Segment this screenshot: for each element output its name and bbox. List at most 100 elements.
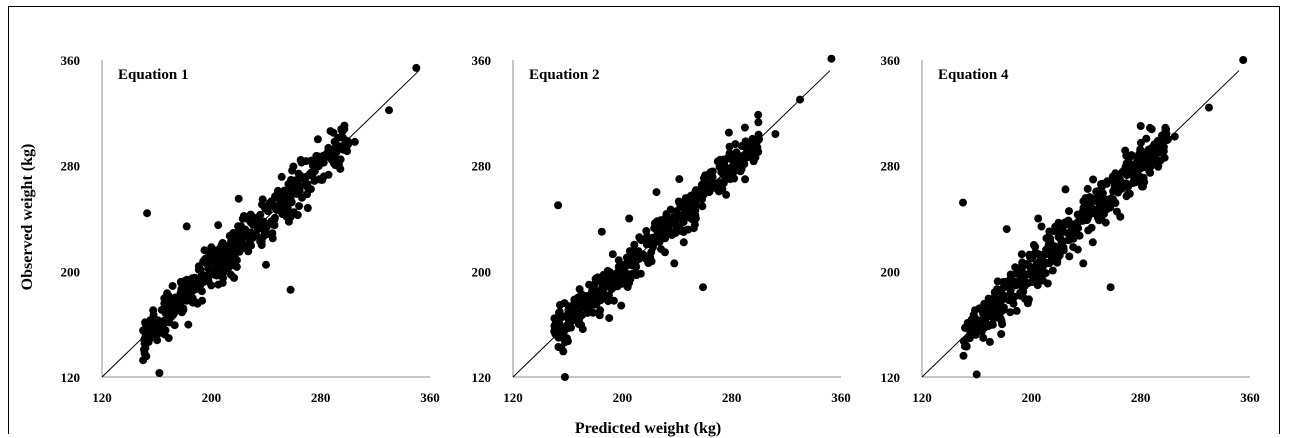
data-point xyxy=(1017,250,1026,259)
data-point xyxy=(972,315,981,324)
data-point xyxy=(159,305,168,314)
data-point xyxy=(675,199,684,207)
data-point xyxy=(691,197,700,206)
data-point xyxy=(258,195,267,204)
data-point xyxy=(1137,154,1146,163)
data-point xyxy=(630,240,639,249)
data-point xyxy=(959,198,967,207)
data-point xyxy=(188,294,197,303)
data-point xyxy=(685,202,694,211)
x-tick-label: 280 xyxy=(311,390,331,405)
x-tick-label: 360 xyxy=(1240,390,1260,405)
data-point xyxy=(988,309,996,318)
data-point xyxy=(1142,134,1151,143)
data-point xyxy=(1011,263,1020,272)
data-point xyxy=(208,257,217,266)
data-point xyxy=(1138,182,1146,191)
data-point xyxy=(1045,227,1054,236)
data-point xyxy=(200,246,209,255)
data-point xyxy=(147,327,156,336)
data-point xyxy=(1054,218,1063,227)
data-point xyxy=(333,133,342,142)
x-axis-label: Predicted weight (kg) xyxy=(575,420,721,437)
data-point xyxy=(620,263,629,272)
data-point xyxy=(683,209,692,217)
data-point xyxy=(554,201,563,210)
data-point xyxy=(149,310,158,319)
x-tick-label: 280 xyxy=(1131,390,1151,405)
data-point xyxy=(313,135,322,144)
data-point xyxy=(998,307,1006,316)
data-point xyxy=(291,189,300,198)
data-point xyxy=(608,281,617,290)
data-point xyxy=(1009,299,1018,308)
data-point xyxy=(625,214,634,223)
data-point xyxy=(655,218,664,227)
data-point xyxy=(212,271,221,280)
data-point xyxy=(202,259,211,268)
data-point xyxy=(344,140,352,149)
data-point xyxy=(827,54,836,63)
data-point xyxy=(262,260,270,269)
data-point xyxy=(704,180,713,189)
data-point xyxy=(625,247,634,256)
data-point xyxy=(661,248,669,257)
data-point xyxy=(306,185,315,194)
data-point xyxy=(163,289,172,298)
panel-title: Equation 1 xyxy=(118,67,188,83)
data-point xyxy=(1006,308,1015,317)
data-point xyxy=(240,233,249,242)
data-point xyxy=(1144,145,1153,154)
x-tick-label: 280 xyxy=(722,390,742,405)
panel-3: 120 200 280 360 120 200 280 360 Equation 4 xyxy=(881,53,1260,405)
data-point xyxy=(1111,169,1120,178)
panel-2: 120 200 280 360 120 200 280 360 Equation 2 xyxy=(472,53,851,405)
data-point xyxy=(1048,266,1057,275)
data-point xyxy=(143,209,152,218)
data-point xyxy=(232,256,241,265)
data-point xyxy=(153,330,162,339)
data-point xyxy=(232,262,241,271)
y-axis-label: Observed weight (kg) xyxy=(19,144,36,291)
data-point xyxy=(1064,216,1073,225)
data-point xyxy=(330,145,339,154)
data-point xyxy=(708,173,717,182)
panel-title: Equation 4 xyxy=(938,67,1009,83)
data-point xyxy=(652,188,661,197)
data-point xyxy=(234,194,243,203)
data-point xyxy=(699,283,707,292)
y-tick-label: 200 xyxy=(881,264,901,279)
data-point xyxy=(560,373,569,381)
data-point xyxy=(617,301,626,310)
data-point xyxy=(229,241,238,250)
data-point xyxy=(1083,184,1092,193)
data-point xyxy=(997,330,1006,338)
data-point xyxy=(1150,140,1159,149)
data-point xyxy=(1041,269,1050,278)
data-point xyxy=(984,321,993,330)
data-point xyxy=(985,337,994,346)
data-point xyxy=(1147,125,1156,134)
data-point xyxy=(596,306,605,315)
data-point xyxy=(670,259,679,268)
x-tick-label: 200 xyxy=(202,390,222,405)
data-point xyxy=(741,175,750,184)
data-point xyxy=(154,321,163,330)
data-point xyxy=(625,278,634,287)
data-point xyxy=(179,304,188,313)
data-point xyxy=(219,250,228,258)
data-point xyxy=(142,352,151,361)
data-point xyxy=(1073,245,1082,254)
data-point xyxy=(1029,241,1038,249)
data-point xyxy=(1136,138,1145,147)
data-point xyxy=(214,280,223,289)
data-point xyxy=(698,202,707,211)
data-point xyxy=(270,215,279,224)
data-point xyxy=(234,222,243,231)
data-point xyxy=(1079,203,1088,212)
data-point xyxy=(1053,254,1062,263)
data-point xyxy=(796,95,804,104)
data-point xyxy=(295,182,304,191)
data-point xyxy=(570,296,579,305)
